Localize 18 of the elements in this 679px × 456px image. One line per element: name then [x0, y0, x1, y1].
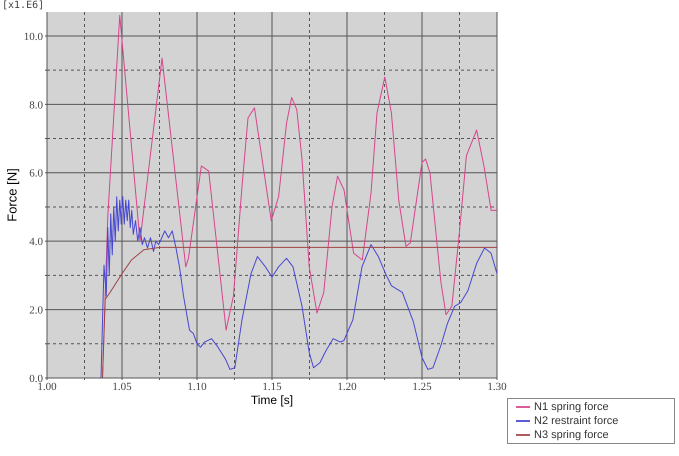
- x-tick-label: 1.25: [412, 380, 432, 393]
- y-tick-label: 4.0: [29, 236, 44, 248]
- y-tick-label: 10.0: [24, 30, 44, 43]
- legend-label: N1 spring force: [534, 400, 609, 413]
- legend-label: N2 restraint force: [534, 414, 618, 427]
- y-tick-label: 2.0: [29, 304, 44, 316]
- x-tick-label: 1.15: [262, 380, 282, 393]
- y-tick-label: 6.0: [29, 168, 44, 180]
- x-tick-label: 1.05: [112, 380, 132, 393]
- x-tick-label: 1.20: [337, 380, 358, 393]
- x-tick-label: 1.10: [187, 380, 208, 393]
- x-tick-label: 1.30: [487, 380, 508, 393]
- x-tick-label: 1.00: [37, 380, 58, 393]
- x-axis-title: Time [s]: [250, 393, 294, 407]
- y-axis-title: Force [N]: [4, 168, 20, 222]
- text: [x1.E6]: [2, 0, 44, 11]
- y-tick-label: 8.0: [29, 99, 44, 112]
- legend-label: N3 spring force: [534, 428, 609, 441]
